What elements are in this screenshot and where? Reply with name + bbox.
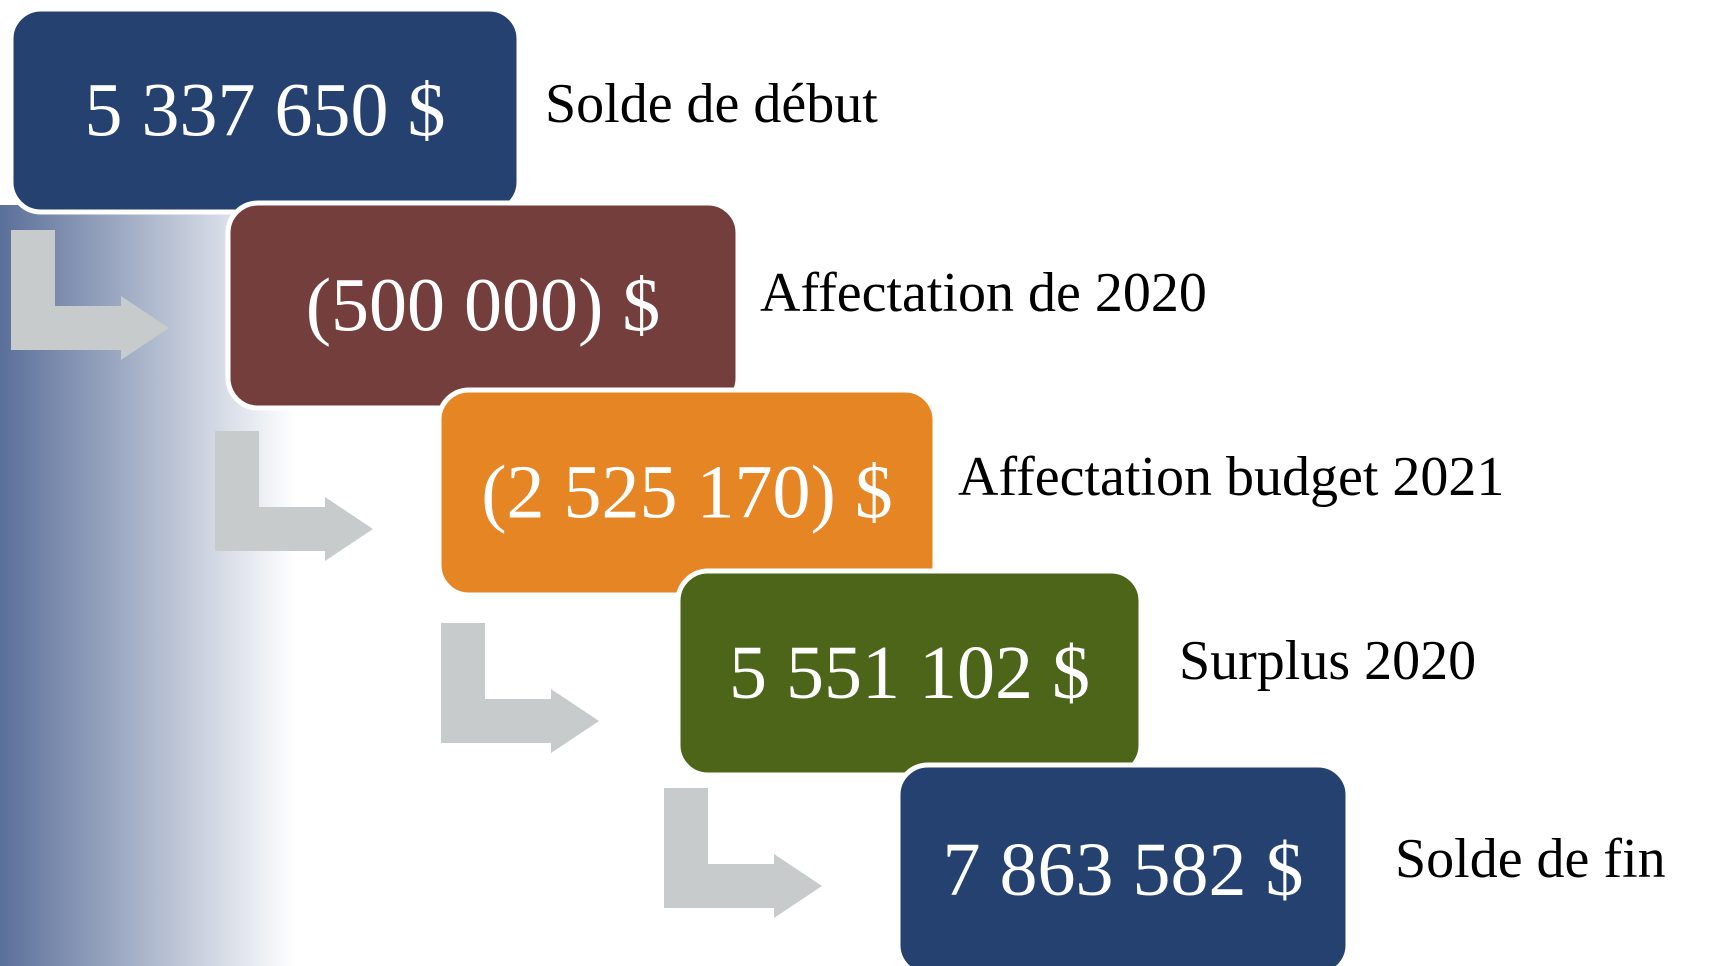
connector-arrow xyxy=(664,788,822,918)
step-value: 7 863 582 $ xyxy=(943,828,1304,912)
step-label: Solde de fin xyxy=(1395,828,1666,890)
connector-arrow xyxy=(11,230,169,360)
step-label: Surplus 2020 xyxy=(1179,630,1476,692)
step-box xyxy=(895,762,1351,966)
step-label: Affectation de 2020 xyxy=(760,262,1207,324)
step-label: Affectation budget 2021 xyxy=(958,446,1504,508)
step-label: Solde de début xyxy=(545,73,878,135)
connector-arrow xyxy=(215,431,373,561)
step-value: 5 337 650 $ xyxy=(85,69,446,153)
step-value: (2 525 170) $ xyxy=(481,451,893,535)
step-value: (500 000) $ xyxy=(306,264,661,348)
connector-arrow xyxy=(441,623,599,753)
step-value: 5 551 102 $ xyxy=(729,631,1090,715)
